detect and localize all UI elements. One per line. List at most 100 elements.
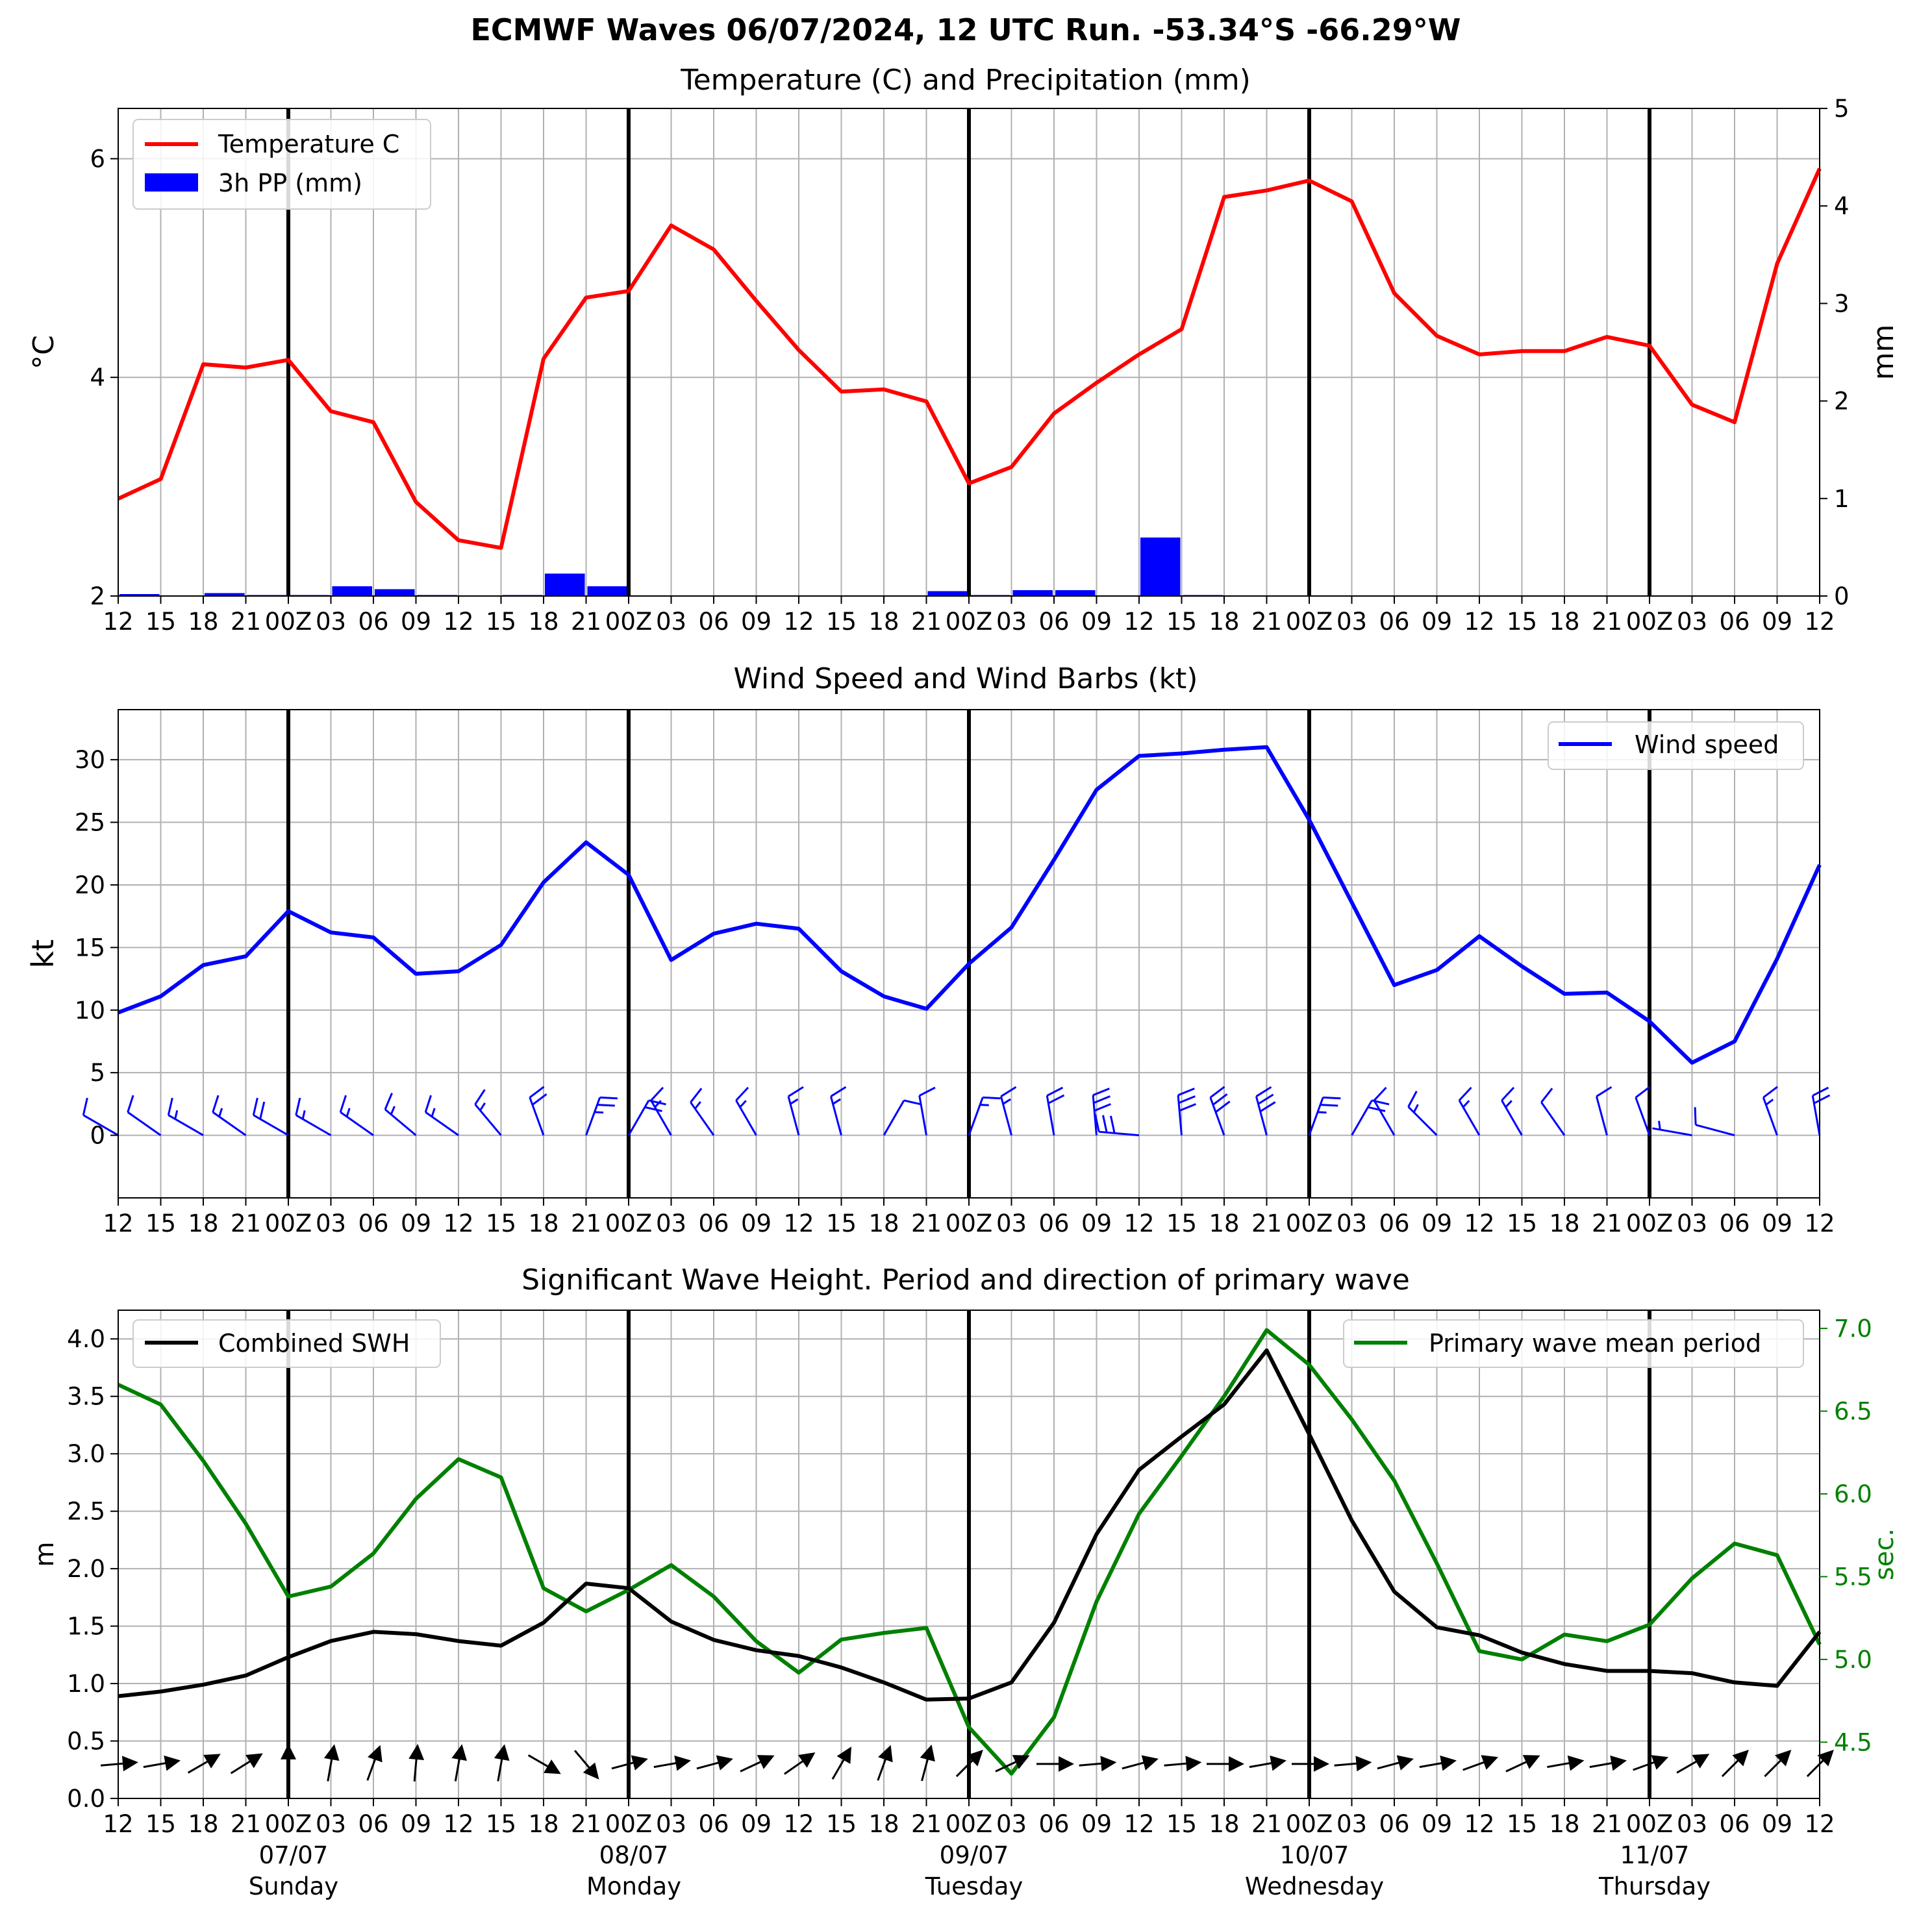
wave-arrow-head <box>1270 1755 1286 1771</box>
panel-title: Significant Wave Height. Period and dire… <box>521 1263 1410 1297</box>
y-tick-label: 3.5 <box>67 1383 105 1411</box>
x-tick-label: 12 <box>1123 1210 1154 1237</box>
x-tick-label: 00Z <box>265 1210 312 1237</box>
wind-barb-flag <box>259 1101 266 1119</box>
wind-barb-flag <box>1092 1088 1110 1097</box>
x-tick-label: 12 <box>1804 1210 1835 1237</box>
figure-title: ECMWF Waves 06/07/2024, 12 UTC Run. -53.… <box>470 12 1461 47</box>
y-tick-label: 10 <box>75 997 105 1025</box>
x-tick-label: 21 <box>1251 1210 1282 1237</box>
wind-barb-half-flag <box>1317 1111 1327 1114</box>
x-tick-label: 09 <box>1081 608 1112 636</box>
x-tick-label: 06 <box>1719 608 1750 636</box>
x-tick-label: 00Z <box>605 608 652 636</box>
x-tick-label: 18 <box>188 608 218 636</box>
wind-barb <box>1046 1086 1065 1136</box>
x-tick-label: 00Z <box>1286 1210 1333 1237</box>
wind-barb-flag <box>1178 1095 1196 1104</box>
x-tick-label: 15 <box>145 1810 176 1838</box>
day-label-weekday: Tuesday <box>925 1872 1023 1900</box>
wind-barb-shaft <box>1099 1130 1140 1137</box>
temperature-precip-panel: Temperature (C) and Precipitation (mm) 2… <box>27 64 1900 636</box>
panel-title: Wind Speed and Wind Barbs (kt) <box>734 662 1198 695</box>
y-tick-label: 5 <box>90 1059 105 1087</box>
wind-barb-flag <box>252 1097 258 1115</box>
wind-barb-flag <box>1407 1091 1418 1108</box>
wind-barb-flag <box>1177 1088 1195 1097</box>
wind-barb-flag <box>983 1096 1001 1100</box>
wave-arrow-head <box>1610 1755 1627 1771</box>
x-tick-label: 18 <box>868 608 899 636</box>
x-tick-label: 15 <box>826 1210 857 1237</box>
wind-barb <box>424 1095 459 1136</box>
wind-barb-flag <box>127 1095 134 1113</box>
wave-arrow-head <box>631 1755 648 1771</box>
wind-barb-flag <box>531 1093 547 1106</box>
x-tick-label: 06 <box>1038 1810 1069 1838</box>
wind-barb-flag <box>474 1089 486 1105</box>
wind-barb-flag <box>599 1096 618 1100</box>
wind-barb-shaft <box>127 1111 162 1136</box>
wind-barb-shaft <box>968 1097 984 1136</box>
x-tick-label: 21 <box>571 608 601 636</box>
wind-barb-flag <box>295 1097 301 1115</box>
wind-barb <box>474 1089 502 1136</box>
wind-barb-flag <box>1320 1104 1338 1107</box>
wave-arrow-head <box>323 1744 340 1761</box>
y-axis-right: 4.5 5.0 5.5 6.0 6.5 7.0 <box>1820 1315 1872 1756</box>
wind-barb <box>1596 1086 1612 1136</box>
x-tick-label: 09 <box>1422 1210 1452 1237</box>
wind-barb <box>1000 1086 1017 1136</box>
x-tick-label: 00Z <box>1286 608 1333 636</box>
wind-barb-half-flag <box>390 1106 395 1115</box>
wind-barb-shaft <box>1000 1096 1012 1136</box>
wind-barb-flag <box>1109 1115 1116 1134</box>
wind-barb-shaft <box>340 1111 374 1136</box>
x-tick-label: 06 <box>1379 608 1409 636</box>
x-tick-label: 09 <box>1081 1210 1112 1237</box>
wind-barb-shaft <box>1177 1095 1183 1136</box>
wind-barb <box>1308 1096 1341 1136</box>
wave-arrow-head <box>1059 1756 1074 1772</box>
y2-tick-label: 3 <box>1834 290 1850 317</box>
wave-direction-arrow <box>1589 1755 1627 1771</box>
wind-barb-half-flag <box>345 1108 351 1117</box>
x-tick-label: 18 <box>188 1210 218 1237</box>
x-tick-label: 18 <box>1209 1210 1239 1237</box>
y2-tick-label: 4 <box>1834 192 1850 220</box>
legend-period: Primary wave mean period <box>1343 1319 1804 1368</box>
x-tick-label: 06 <box>1379 1810 1409 1838</box>
wind-barb <box>82 1097 119 1136</box>
wave-arrow-head <box>1651 1755 1669 1770</box>
x-tick-label: 12 <box>443 1810 473 1838</box>
wave-arrow-head <box>1732 1750 1749 1767</box>
wave-arrow-head <box>1314 1756 1329 1772</box>
wave-direction-arrow <box>1676 1754 1710 1774</box>
wind-barb-half-flag <box>790 1098 799 1105</box>
x-tick-label: 09 <box>1762 608 1792 636</box>
x-tick-label: 15 <box>486 608 516 636</box>
wave-direction-arrow <box>1334 1756 1372 1772</box>
y-axis-left: 0.0 0.5 1.0 1.5 2.0 2.5 3.0 3.5 4.0 <box>67 1325 118 1813</box>
wind-barb <box>167 1097 204 1136</box>
legend-label-temperature: Temperature C <box>218 130 399 158</box>
wave-arrow-head <box>920 1745 935 1762</box>
wave-direction-arrow <box>955 1750 983 1778</box>
wind-barb-flag <box>1259 1101 1276 1113</box>
wind-barb-shaft <box>585 1097 601 1136</box>
wave-direction-arrow <box>920 1745 935 1782</box>
wind-barb-flag <box>212 1095 220 1113</box>
x-tick-label: 12 <box>1464 1210 1494 1237</box>
y-tick-label: 3.0 <box>67 1440 105 1468</box>
x-tick-label: 00Z <box>265 1810 312 1838</box>
x-tick-label: 03 <box>996 1210 1027 1237</box>
x-tick-label: 18 <box>528 608 558 636</box>
y2-tick-label: 0 <box>1834 582 1850 610</box>
x-tick-label: 21 <box>1592 608 1622 636</box>
x-tick-label: 06 <box>358 1810 388 1838</box>
wind-barb <box>968 1096 1001 1136</box>
x-tick-label: 09 <box>741 608 772 636</box>
wind-barb-half-flag <box>980 1104 989 1106</box>
wind-barb-flag <box>690 1088 703 1103</box>
